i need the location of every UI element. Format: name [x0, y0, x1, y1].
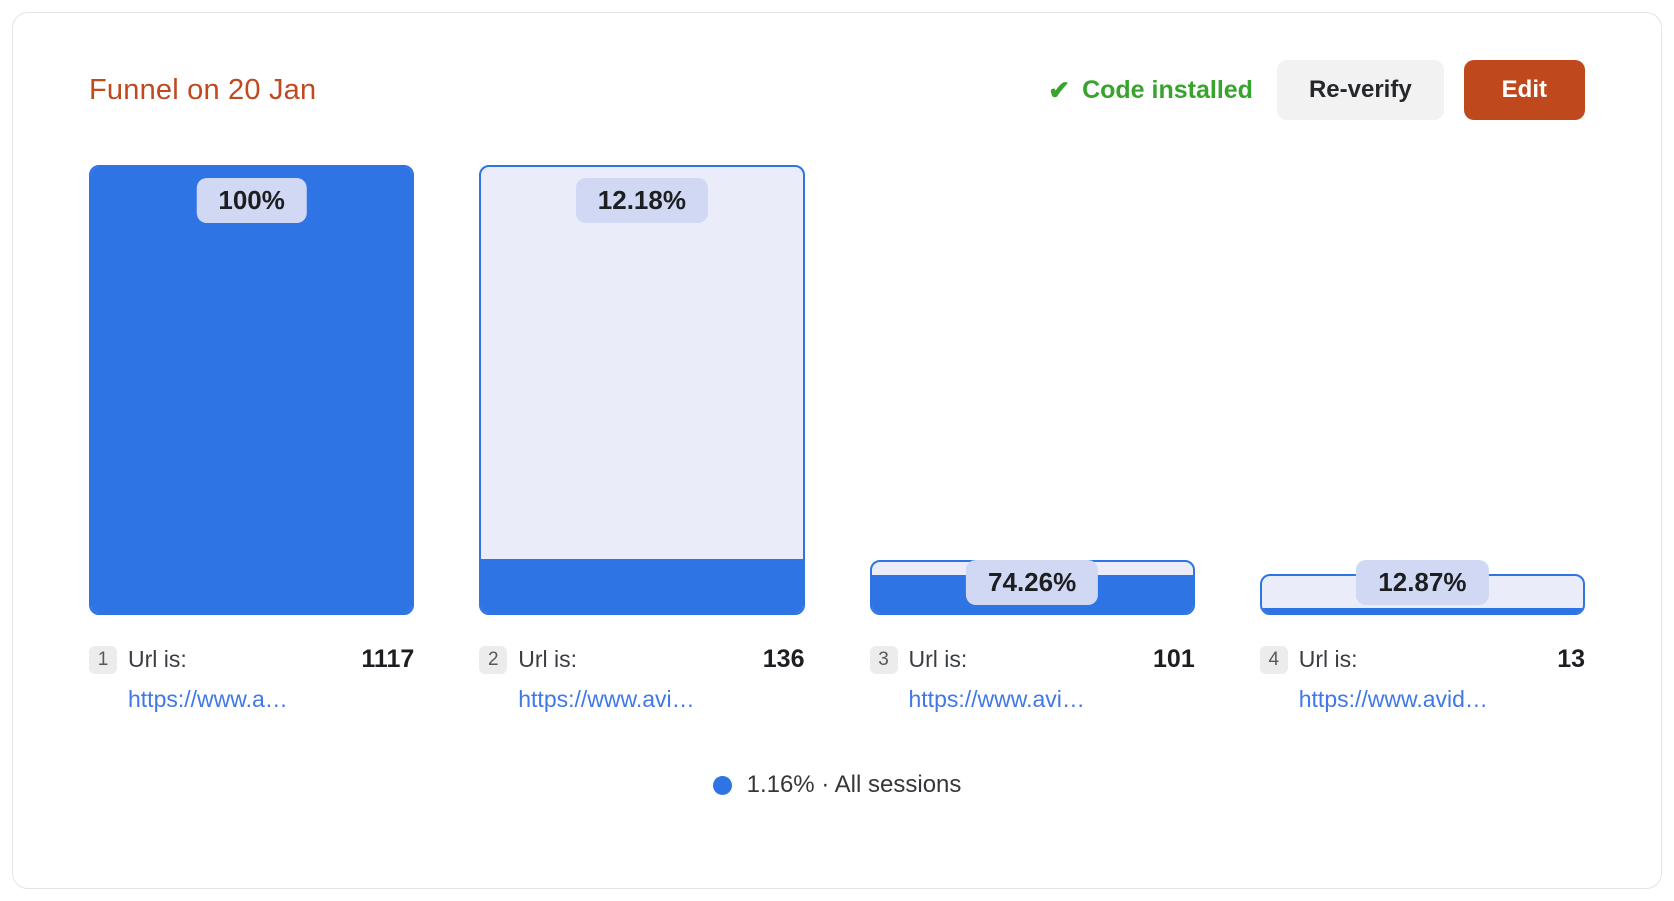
step-label-row: 4 Url is: 13	[1259, 645, 1585, 674]
step-url-link[interactable]: https://www.avid…	[1298, 686, 1488, 712]
step-meta: 4 Url is: 13 https://www.avid…	[1259, 645, 1585, 713]
funnel-bar-container	[479, 165, 805, 615]
legend-text: 1.16% · All sessions	[747, 771, 962, 799]
conversion-badge: 12.87%	[1356, 560, 1489, 605]
step-label: Url is:	[518, 646, 578, 672]
funnel-bar-fill	[481, 558, 803, 613]
legend-label: All sessions	[834, 771, 962, 798]
funnel-chart-cell: 100%	[89, 165, 415, 615]
funnel-card: Funnel on 20 Jan ✔ Code installed Re-ver…	[12, 12, 1662, 889]
step-meta: 2 Url is: 136 https://www.avi…	[479, 645, 805, 713]
funnel-chart-cell: 12.87%	[1259, 165, 1585, 615]
step-url-link[interactable]: https://www.avi…	[908, 686, 1085, 712]
legend-dot-icon	[712, 775, 732, 795]
step-value: 1117	[361, 645, 415, 673]
step-number-badge: 1	[89, 645, 117, 674]
header-actions: ✔ Code installed Re-verify Edit	[1048, 60, 1585, 120]
conversion-badge: 12.18%	[575, 178, 708, 223]
conversion-badge: 100%	[196, 178, 307, 223]
step-meta: 3 Url is: 101 https://www.avi…	[869, 645, 1195, 713]
step-url-link[interactable]: https://www.a…	[128, 686, 288, 712]
step-url-link[interactable]: https://www.avi…	[518, 686, 695, 712]
funnel-chart-cell: 12.18%	[479, 165, 805, 615]
step-number-badge: 3	[869, 645, 898, 674]
reverify-button[interactable]: Re-verify	[1276, 60, 1444, 120]
legend-separator: ·	[821, 771, 830, 798]
funnel-grid: 100% 1 Url is: 1117 https://www.a… 12.18% 2 Url…	[89, 165, 1585, 713]
step-label-row: 2 Url is: 136	[479, 645, 805, 674]
legend-percent: 1.16%	[746, 771, 815, 798]
funnel-chart-cell: 74.26%	[869, 165, 1195, 615]
funnel-step: 12.18% 2 Url is: 136 https://www.avi…	[479, 165, 805, 713]
check-icon: ✔	[1048, 75, 1071, 105]
step-number-badge: 4	[1259, 645, 1288, 674]
funnel-bar-fill	[1261, 608, 1583, 613]
legend: 1.16% · All sessions	[89, 771, 1585, 799]
funnel-step: 74.26% 3 Url is: 101 https://www.avi…	[869, 165, 1195, 713]
step-label-row: 1 Url is: 1117	[89, 645, 414, 674]
edit-button[interactable]: Edit	[1463, 60, 1585, 120]
step-meta: 1 Url is: 1117 https://www.a…	[89, 645, 414, 713]
step-label: Url is:	[908, 646, 968, 672]
step-value: 101	[1153, 645, 1195, 673]
step-value: 13	[1557, 645, 1585, 673]
step-label: Url is:	[128, 646, 187, 672]
page-title: Funnel on 20 Jan	[89, 73, 317, 106]
step-value: 136	[762, 645, 805, 673]
step-number-badge: 2	[479, 645, 508, 674]
funnel-step: 100% 1 Url is: 1117 https://www.a…	[89, 165, 415, 713]
step-label: Url is:	[1298, 646, 1358, 672]
funnel-bar-fill	[91, 167, 413, 613]
step-label-row: 3 Url is: 101	[869, 645, 1195, 674]
funnel-step: 12.87% 4 Url is: 13 https://www.avid…	[1259, 165, 1585, 713]
status-label: Code installed	[1082, 75, 1253, 104]
conversion-badge: 74.26%	[966, 560, 1099, 605]
funnel-bar-container	[89, 165, 415, 615]
code-installed-status: ✔ Code installed	[1048, 76, 1253, 105]
header: Funnel on 20 Jan ✔ Code installed Re-ver…	[89, 59, 1585, 121]
